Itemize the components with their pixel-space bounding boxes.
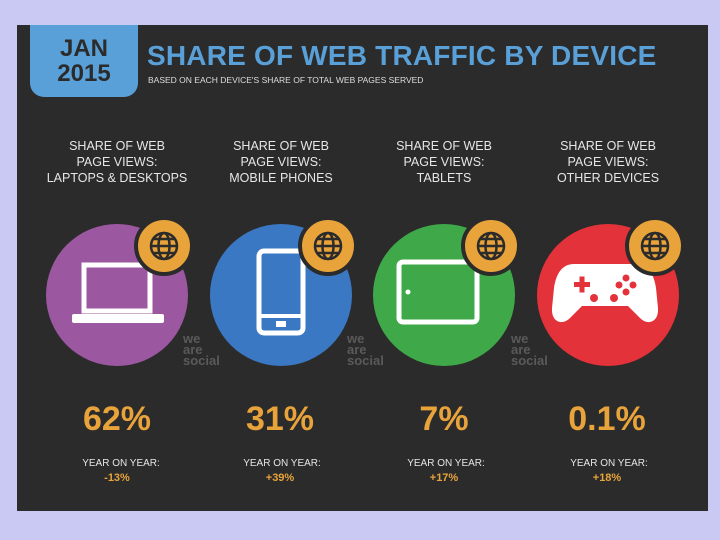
share-laptops: 62% [82,400,152,438]
label-line: PAGE VIEWS: [240,155,322,169]
game-controller-icon [552,264,658,323]
brand-line: are [347,342,367,357]
date-month: JAN [59,35,108,62]
globe-icon [461,216,521,276]
globe-icon [625,216,685,276]
brand-mark: we are social [183,331,243,368]
label-line: PAGE VIEWS: [567,155,649,169]
laptop-icon [72,262,164,323]
label-line: SHARE OF WEB [396,139,492,153]
mobile-phone-icon [256,248,306,336]
yoy-label-tablets: YEAR ON YEAR: [407,458,485,469]
brand-line: social [183,353,220,368]
yoy-value-tablets: +17% [429,472,459,484]
brand-line: we [183,331,201,346]
label-line: LAPTOPS & DESKTOPS [46,171,188,185]
label-line: TABLETS [416,171,472,185]
label-line: SHARE OF WEB [69,139,165,153]
label-line: PAGE VIEWS: [403,155,485,169]
yoy-value-other: +18% [592,472,622,484]
share-other: 0.1% [568,400,646,438]
brand-mark: we are social [511,331,571,368]
date-year: 2015 [57,60,111,87]
page-subtitle: BASED ON EACH DEVICE'S SHARE OF TOTAL WE… [148,75,424,85]
device-label-tablets: SHARE OF WEB PAGE VIEWS: TABLETS [369,138,519,186]
brand-mark: we are social [347,331,407,368]
label-line: SHARE OF WEB [560,139,656,153]
brand-line: social [347,353,384,368]
brand-line: we [511,331,529,346]
share-mobile: 31% [245,400,315,438]
yoy-label-laptops: YEAR ON YEAR: [82,458,160,469]
label-line: PAGE VIEWS: [76,155,158,169]
brand-line: are [183,342,203,357]
share-tablets: 7% [419,400,469,438]
device-label-mobile: SHARE OF WEB PAGE VIEWS: MOBILE PHONES [206,138,356,186]
brand-line: we [347,331,365,346]
label-line: SHARE OF WEB [233,139,329,153]
device-label-laptops: SHARE OF WEB PAGE VIEWS: LAPTOPS & DESKT… [42,138,192,186]
globe-icon [134,216,194,276]
yoy-value-mobile: +39% [265,472,295,484]
label-line: MOBILE PHONES [229,171,333,185]
tablet-icon [396,259,480,325]
yoy-label-mobile: YEAR ON YEAR: [243,458,321,469]
device-label-other: SHARE OF WEB PAGE VIEWS: OTHER DEVICES [533,138,683,186]
yoy-value-laptops: -13% [104,472,130,484]
page-title: SHARE OF WEB TRAFFIC BY DEVICE [147,40,657,71]
yoy-label-other: YEAR ON YEAR: [570,458,648,469]
label-line: OTHER DEVICES [556,171,660,185]
brand-line: are [511,342,531,357]
date-badge: JAN 2015 [30,25,138,97]
globe-icon [298,216,358,276]
brand-line: social [511,353,548,368]
